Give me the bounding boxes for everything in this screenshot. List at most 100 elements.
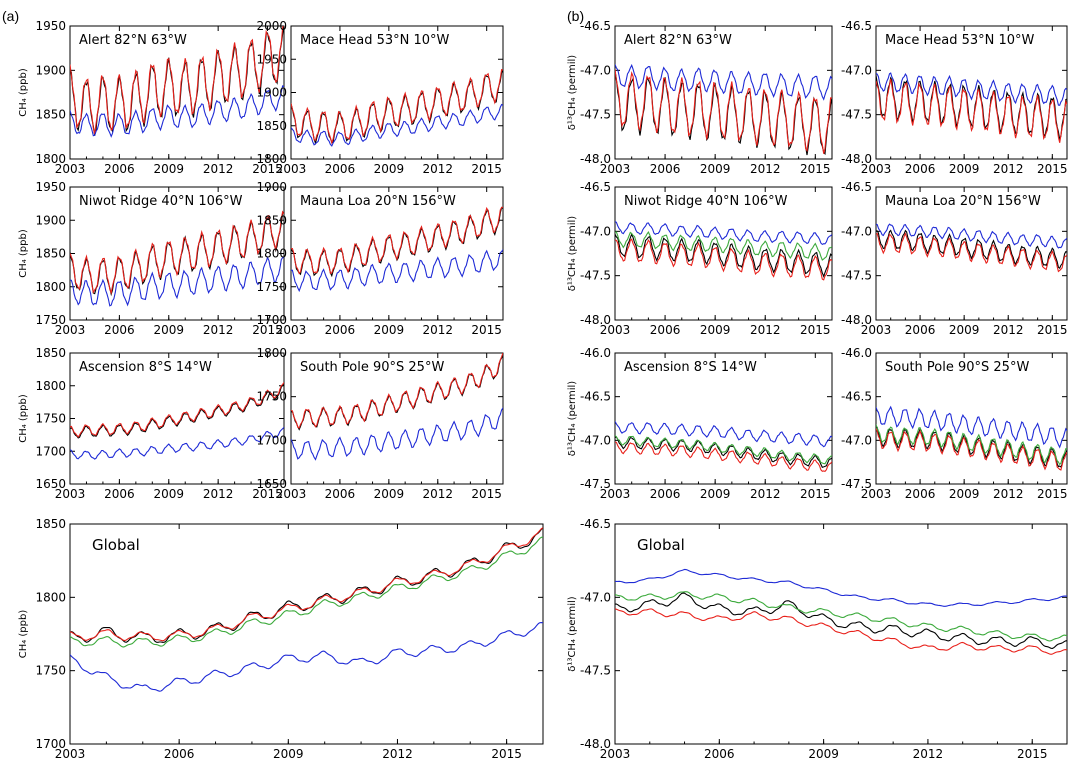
series-line-black: [876, 75, 1067, 142]
y-axis-label: δ¹³CH₄ (permil): [567, 55, 578, 130]
y-tick-label: -48.0: [580, 737, 611, 751]
x-tick-label: 2009: [153, 487, 184, 501]
x-tick-label: 2006: [104, 487, 135, 501]
chart-title: Mauna Loa 20°N 156°W: [885, 194, 1041, 209]
chart-a-ascension: 1650 1700 1750 1800 1850 2003 2006 2009 2012 2015…: [18, 346, 285, 501]
y-tick-label: 1750: [256, 390, 287, 404]
chart-b-alert: -48.0 -47.5 -47.0 -46.5 2003 2006 2009 2012 2015…: [567, 19, 833, 176]
x-tick-label: 2009: [949, 323, 980, 337]
plot-frame: [290, 352, 504, 485]
x-tick-label: 2015: [491, 747, 522, 761]
y-tick-label: 1800: [35, 152, 66, 166]
y-tick-label: 1750: [35, 412, 66, 426]
y-tick-label: 1750: [35, 664, 66, 678]
series-line-black: [615, 70, 832, 156]
series-line-red: [615, 238, 832, 281]
y-tick-label: -47.0: [580, 433, 611, 447]
x-tick-label: 2003: [600, 747, 631, 761]
x-tick-label: 2006: [650, 487, 681, 501]
x-tick-label: 2003: [861, 162, 892, 176]
series-line-black: [615, 232, 832, 278]
panel-label-a: (a): [2, 8, 20, 24]
x-tick-label: 2003: [861, 323, 892, 337]
y-tick-label: -47.5: [580, 664, 611, 678]
series-line-red: [876, 428, 1067, 471]
y-tick-label: 1900: [256, 86, 287, 100]
series-line-red: [876, 232, 1067, 273]
series-line-black: [615, 436, 832, 468]
x-tick-label: 2003: [600, 323, 631, 337]
y-tick-label: 1650: [35, 477, 66, 491]
plot-frame: [614, 523, 1068, 745]
y-tick-label: -47.0: [841, 63, 872, 77]
series-line-blue: [70, 256, 284, 307]
x-tick-label: 2006: [325, 323, 356, 337]
y-tick-label: -47.0: [841, 433, 872, 447]
x-tick-label: 2012: [203, 162, 234, 176]
series-line-blue: [291, 249, 503, 293]
x-tick-label: 2009: [374, 323, 405, 337]
series-line-blue: [70, 426, 284, 460]
chart-a-alert: 1800 1850 1900 1950 2003 2006 2009 2012 2015 Aler…: [18, 19, 285, 176]
x-tick-label: 2006: [104, 162, 135, 176]
y-tick-label: -46.0: [580, 346, 611, 360]
chart-a-mauna: 1700 1750 1800 1850 1900 2003 2006 2009 2012 2015…: [256, 180, 504, 337]
x-tick-label: 2003: [55, 747, 86, 761]
series-line-red: [615, 608, 1067, 655]
chart-a-niwot: 1750 1800 1850 1900 1950 2003 2006 2009 2012 2015…: [18, 180, 285, 337]
chart-title: Ascension 8°S 14°W: [79, 360, 212, 375]
series-group: [615, 221, 832, 281]
series-line-black: [615, 592, 1067, 649]
plot-frame: [614, 352, 833, 485]
chart-title: Global: [92, 536, 140, 554]
series-group: [291, 206, 503, 293]
y-tick-label: 1650: [256, 477, 287, 491]
chart-title: Mace Head 53°N 10°W: [885, 33, 1035, 48]
x-tick-label: 2006: [905, 323, 936, 337]
x-tick-label: 2012: [382, 747, 413, 761]
y-tick-label: -48.0: [841, 152, 872, 166]
x-tick-label: 2009: [153, 162, 184, 176]
chart-b-southpole: -47.5 -47.0 -46.5 -46.0 2003 2006 2009 2012 2015…: [841, 346, 1068, 501]
series-line-green: [615, 231, 832, 261]
chart-b-niwot: -48.0 -47.5 -47.0 -46.5 2003 2006 2009 2012 2015…: [567, 180, 833, 337]
y-axis-label: CH₄ (ppb): [18, 394, 29, 443]
x-tick-label: 2006: [650, 323, 681, 337]
y-tick-label: -46.5: [580, 390, 611, 404]
plot-frame: [614, 25, 833, 160]
chart-title: Niwot Ridge 40°N 106°W: [624, 194, 788, 209]
series-line-green: [615, 591, 1067, 642]
y-tick-label: 1850: [256, 213, 287, 227]
x-tick-label: 2015: [252, 487, 283, 501]
x-tick-label: 2003: [276, 323, 307, 337]
series-line-blue: [876, 72, 1067, 106]
x-tick-label: 2003: [276, 487, 307, 501]
x-tick-label: 2012: [422, 323, 453, 337]
y-tick-label: 1800: [35, 280, 66, 294]
series-line-blue: [615, 568, 1067, 607]
x-tick-label: 2009: [949, 162, 980, 176]
y-tick-label: 1750: [35, 313, 66, 327]
chart-b-mauna: -48.0 -47.5 -47.0 -46.5 2003 2006 2009 2012 2015…: [841, 180, 1068, 337]
series-group: [70, 26, 284, 138]
chart-a-global: 1700 1750 1800 1850 2003 2006 2009 2012 2015 Glob…: [18, 517, 544, 761]
chart-b-ascension: -47.5 -47.0 -46.5 -46.0 2003 2006 2009 2012 2015…: [567, 346, 833, 501]
y-tick-label: 1850: [256, 119, 287, 133]
x-tick-label: 2015: [1017, 747, 1048, 761]
y-tick-label: -48.0: [580, 152, 611, 166]
x-tick-label: 2015: [1037, 487, 1068, 501]
x-tick-label: 2003: [55, 323, 86, 337]
y-tick-label: 1700: [35, 737, 66, 751]
series-group: [70, 382, 284, 460]
series-line-green: [615, 435, 832, 465]
series-group: [70, 527, 543, 692]
y-tick-label: 1850: [35, 247, 66, 261]
y-tick-label: -48.0: [841, 313, 872, 327]
y-axis-label: δ¹³CH₄ (permil): [567, 596, 578, 671]
x-tick-label: 2012: [750, 487, 781, 501]
x-tick-label: 2009: [153, 323, 184, 337]
plot-frame: [875, 352, 1068, 485]
x-tick-label: 2012: [203, 487, 234, 501]
series-line-blue: [70, 85, 284, 138]
